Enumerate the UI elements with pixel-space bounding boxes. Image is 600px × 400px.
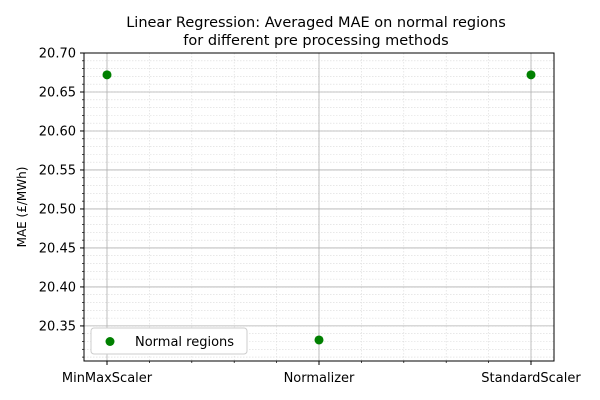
y-tick-label: 20.70 <box>39 47 76 62</box>
y-axis-label: MAE (£/MWh) <box>15 167 29 248</box>
legend: Normal regions <box>90 327 248 355</box>
legend-label: Normal regions <box>135 335 234 350</box>
x-tick-label: Normalizer <box>284 371 355 386</box>
y-tick-label: 20.65 <box>39 85 76 100</box>
data-point <box>314 335 324 345</box>
x-tick-label: StandardScaler <box>481 371 581 386</box>
legend-box <box>90 327 248 355</box>
plot-area: 20.35 20.40 20.45 20.50 20.55 20.60 20.65 20.70… <box>39 47 582 387</box>
data-point <box>526 70 536 80</box>
y-tick-label: 20.50 <box>39 202 76 217</box>
y-tick-label: 20.35 <box>39 319 76 334</box>
y-tick-label: 20.40 <box>39 280 76 295</box>
axes-frame <box>83 52 555 362</box>
x-tick-label: MinMaxScaler <box>62 371 153 386</box>
legend-marker <box>105 337 115 346</box>
data-point <box>102 70 112 80</box>
y-tick-label: 20.45 <box>39 241 76 256</box>
chart-title-line-2: for different pre processing methods <box>183 33 448 49</box>
chart-title-line-1: Linear Regression: Averaged MAE on norma… <box>126 15 506 31</box>
y-tick-label: 20.55 <box>39 163 76 178</box>
y-tick-label: 20.60 <box>39 124 76 139</box>
